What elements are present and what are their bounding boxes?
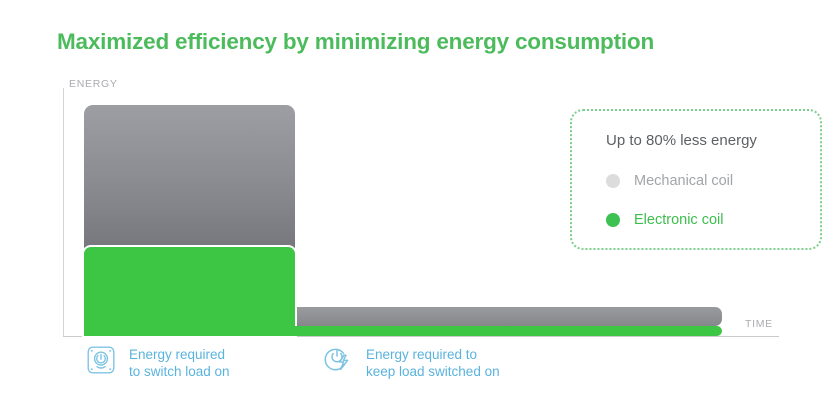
- mechanical-coil-inrush-bar: [84, 105, 295, 250]
- annotation-line-1: Energy required: [129, 346, 226, 362]
- legend-dot-icon: [606, 174, 620, 188]
- legend-item-electronic-coil: Electronic coil: [606, 212, 723, 228]
- annotation-line-1: Energy required to: [366, 346, 478, 362]
- power-bolt-circle-icon: [321, 345, 353, 380]
- y-axis-label: ENERGY: [69, 78, 118, 90]
- y-axis-line: [63, 88, 64, 337]
- legend-card: Up to 80% less energy Mechanical coil El…: [570, 109, 822, 250]
- power-button-square-icon: [86, 345, 116, 380]
- page-title: Maximized efficiency by minimizing energ…: [57, 29, 655, 54]
- annotation-keep-load-switched-on: Energy required to keep load switched on: [321, 345, 500, 380]
- legend-item-label: Electronic coil: [634, 212, 724, 228]
- mechanical-coil-holding-bar: [290, 307, 722, 326]
- legend-item-mechanical-coil: Mechanical coil: [606, 173, 733, 189]
- x-axis-line: [63, 336, 779, 337]
- annotation-line-2: keep load switched on: [366, 363, 500, 379]
- legend-dot-icon: [606, 213, 620, 227]
- annotation-switch-load-on: Energy required to switch load on: [86, 345, 230, 380]
- legend-item-label: Mechanical coil: [634, 173, 734, 189]
- annotation-text: Energy required to keep load switched on: [366, 346, 500, 380]
- electronic-coil-inrush-bar: [84, 247, 295, 336]
- legend-heading: Up to 80% less energy: [606, 132, 757, 149]
- annotation-line-2: to switch load on: [129, 363, 230, 379]
- annotation-text: Energy required to switch load on: [129, 346, 230, 380]
- x-axis-label: TIME: [745, 318, 773, 330]
- electronic-coil-holding-bar: [290, 326, 722, 336]
